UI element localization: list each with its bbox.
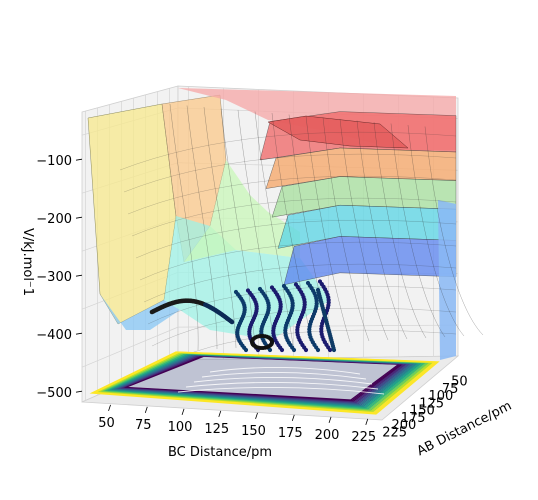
x-tick-label: 225 — [351, 430, 376, 445]
reaction-trajectory — [149, 279, 337, 353]
contour-line — [193, 377, 373, 385]
mesh-line — [322, 117, 370, 342]
x-axis-tick — [181, 408, 185, 416]
z-axis-label: V/kJ.mol⁻1 — [20, 228, 35, 296]
mesh-line — [139, 241, 457, 281]
mesh-line — [424, 126, 484, 336]
mesh-line — [135, 219, 457, 259]
mesh-line — [119, 131, 457, 171]
potential-surface — [87, 88, 484, 369]
contour-line — [177, 387, 385, 395]
mesh-line — [237, 109, 275, 347]
x-axis-tick — [365, 418, 369, 426]
trajectory-point — [291, 347, 297, 353]
mesh-line — [339, 118, 389, 341]
surface-green-region — [184, 160, 300, 262]
mesh-line — [169, 103, 199, 351]
z-axis-tick — [75, 332, 83, 335]
contour-line — [209, 367, 361, 375]
mesh-line — [305, 115, 351, 343]
mesh-line — [390, 123, 446, 338]
z-axis-tick — [75, 216, 83, 219]
mesh-line — [143, 263, 457, 303]
trajectory-point — [267, 347, 273, 353]
trajectory-point — [315, 347, 321, 353]
x-tick-label: 75 — [135, 418, 152, 433]
trajectory-point — [243, 347, 249, 353]
x-axis-tick — [328, 416, 332, 424]
x-tick-label: 50 — [98, 416, 115, 431]
y-tick-label: 125 — [419, 396, 444, 411]
x-tick-label: 125 — [204, 422, 229, 437]
mesh-line — [407, 124, 465, 337]
surface-right-edge — [438, 200, 456, 360]
x-tick-label: 200 — [315, 428, 340, 443]
y-tick-label: 50 — [451, 375, 468, 390]
axes: 50 75 100 125 150 175 200 225507510012515017520… — [36, 154, 467, 445]
x-tick-label: 150 — [241, 424, 266, 439]
mesh-line — [131, 197, 457, 237]
x-tick-label: 100 — [168, 420, 193, 435]
surface-left-wall — [87, 103, 177, 325]
mesh-line — [373, 121, 427, 339]
z-axis-tick — [75, 390, 83, 393]
x-axis-tick — [291, 414, 295, 422]
mesh-line — [271, 112, 313, 345]
z-tick-label: −500 — [36, 386, 72, 401]
y-tick-label: 75 — [442, 382, 459, 397]
y-tick-label: 150 — [410, 404, 435, 419]
x-axis-tick — [218, 410, 222, 418]
x-axis-tick — [255, 412, 258, 420]
z-axis-tick — [75, 158, 83, 161]
z-axis-tick — [75, 274, 83, 277]
contour-line — [185, 382, 379, 390]
z-tick-label: −200 — [36, 212, 72, 227]
y-tick-label: 100 — [428, 389, 453, 404]
z-tick-label: −100 — [36, 154, 72, 169]
mesh-line — [203, 106, 237, 349]
x-axis-tick — [108, 404, 111, 412]
surface-mesh — [119, 103, 484, 369]
trajectory-point — [331, 347, 337, 353]
contour-line — [201, 372, 367, 380]
y-tick-label: 175 — [401, 411, 426, 426]
trajectory-point — [303, 347, 309, 353]
mesh-line — [186, 105, 218, 350]
trajectory-point — [229, 319, 235, 325]
x-axis-label: BC Distance/pm — [168, 445, 272, 460]
trajectory-point — [270, 340, 274, 344]
trajectory-point — [327, 347, 333, 353]
grid-line — [81, 326, 179, 368]
x-axis-tick — [144, 406, 148, 414]
mesh-line — [254, 111, 294, 346]
contour-projection — [89, 351, 440, 415]
contour-line — [89, 351, 440, 415]
mesh-line — [151, 307, 457, 347]
y-tick-label: 225 — [382, 425, 407, 440]
z-tick-label: −300 — [36, 270, 72, 285]
x-tick-label: 175 — [278, 426, 303, 441]
z-tick-label: −400 — [36, 328, 72, 343]
mesh-line — [127, 175, 457, 215]
surface-left-base — [100, 294, 180, 330]
mesh-line — [123, 153, 457, 193]
trajectory-point — [279, 347, 285, 353]
y-tick-label: 200 — [391, 418, 416, 433]
